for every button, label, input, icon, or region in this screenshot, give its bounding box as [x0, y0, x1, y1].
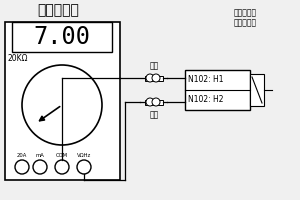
- Bar: [145, 99, 163, 104]
- Text: 数字万用表: 数字万用表: [37, 3, 79, 17]
- Text: mA: mA: [36, 153, 44, 158]
- Circle shape: [77, 160, 91, 174]
- Circle shape: [33, 160, 47, 174]
- Bar: [145, 75, 163, 80]
- Circle shape: [15, 160, 29, 174]
- Text: N102: H1: N102: H1: [188, 75, 224, 84]
- Circle shape: [146, 74, 154, 82]
- Circle shape: [22, 65, 102, 145]
- Text: 温度传感器: 温度传感器: [233, 18, 256, 27]
- Circle shape: [55, 160, 69, 174]
- Text: 黑笔: 黑笔: [150, 110, 159, 119]
- Circle shape: [152, 74, 160, 82]
- Bar: [250, 74, 264, 106]
- Bar: [12, 22, 112, 52]
- Text: VΩHz: VΩHz: [77, 153, 91, 158]
- Text: 20KΩ: 20KΩ: [7, 54, 28, 63]
- Text: N102: H2: N102: H2: [188, 96, 224, 104]
- Text: 20A: 20A: [17, 153, 27, 158]
- Text: 红笔: 红笔: [150, 61, 159, 70]
- Bar: [5, 22, 120, 180]
- Text: COM: COM: [56, 153, 68, 158]
- Bar: [185, 70, 250, 110]
- Circle shape: [152, 98, 160, 106]
- Circle shape: [146, 98, 154, 106]
- Text: 7.00: 7.00: [34, 25, 91, 49]
- Text: 高温水进口: 高温水进口: [233, 8, 256, 17]
